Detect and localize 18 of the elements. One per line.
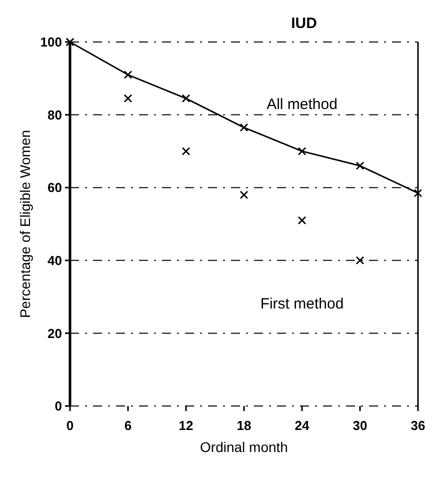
x-tick-label: 24 bbox=[294, 418, 310, 433]
y-tick-label: 40 bbox=[48, 252, 62, 268]
x-tick-label: 6 bbox=[124, 418, 132, 433]
y-tick-label: 20 bbox=[48, 326, 62, 341]
y-tick-label: 60 bbox=[48, 180, 62, 196]
x-axis-title: Ordinal month bbox=[200, 439, 288, 455]
x-tick-label: 36 bbox=[410, 418, 426, 433]
y-tick-label: 0 bbox=[54, 398, 62, 414]
chart-title: IUD bbox=[291, 15, 318, 32]
y-tick-label: 100 bbox=[40, 34, 62, 50]
text: First method bbox=[260, 295, 344, 312]
series-label: All method bbox=[266, 96, 338, 114]
y-axis-title: Percentage of Eligible Women bbox=[17, 130, 33, 318]
y-tick-label: 80 bbox=[48, 107, 62, 122]
x-tick-label: 0 bbox=[66, 418, 74, 433]
x-tick-label: 18 bbox=[236, 418, 252, 433]
x-tick-label: 12 bbox=[178, 418, 194, 433]
x-tick-label: 30 bbox=[352, 418, 368, 433]
